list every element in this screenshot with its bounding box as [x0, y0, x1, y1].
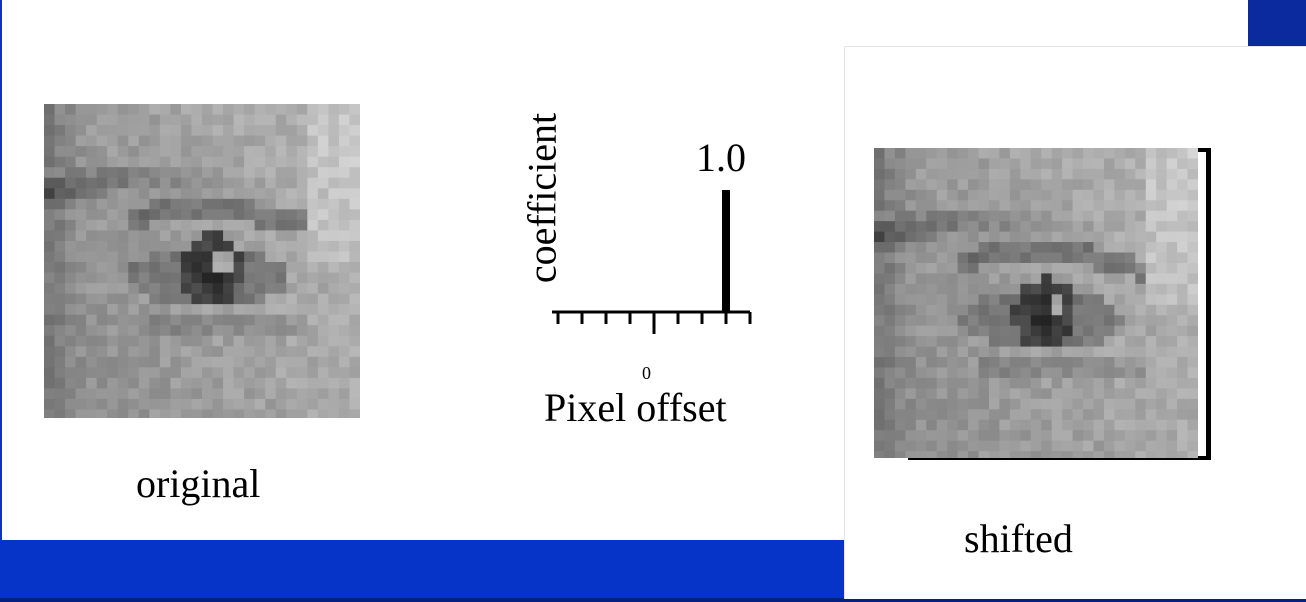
zero-tick-label: 0: [642, 363, 651, 383]
bottom-accent-bar-edge: [0, 598, 1306, 602]
impulse-value-label: 1.0: [696, 135, 746, 180]
top-right-corner-block: [1248, 0, 1306, 46]
filter-kernel-plot: [552, 190, 752, 334]
frame-bottom-edge: [908, 456, 1210, 460]
frame-right-edge: [1206, 148, 1211, 460]
shifted-caption: shifted: [964, 516, 1073, 561]
x-axis-label: Pixel offset: [544, 385, 727, 430]
left-border: [0, 0, 2, 540]
original-eye-image: [44, 104, 360, 418]
x-axis-ticks: [556, 312, 752, 334]
y-axis-label: coefficient: [519, 112, 565, 284]
impulse-bar: [722, 190, 730, 312]
original-caption: original: [136, 461, 261, 506]
shifted-eye-image: [874, 148, 1198, 458]
